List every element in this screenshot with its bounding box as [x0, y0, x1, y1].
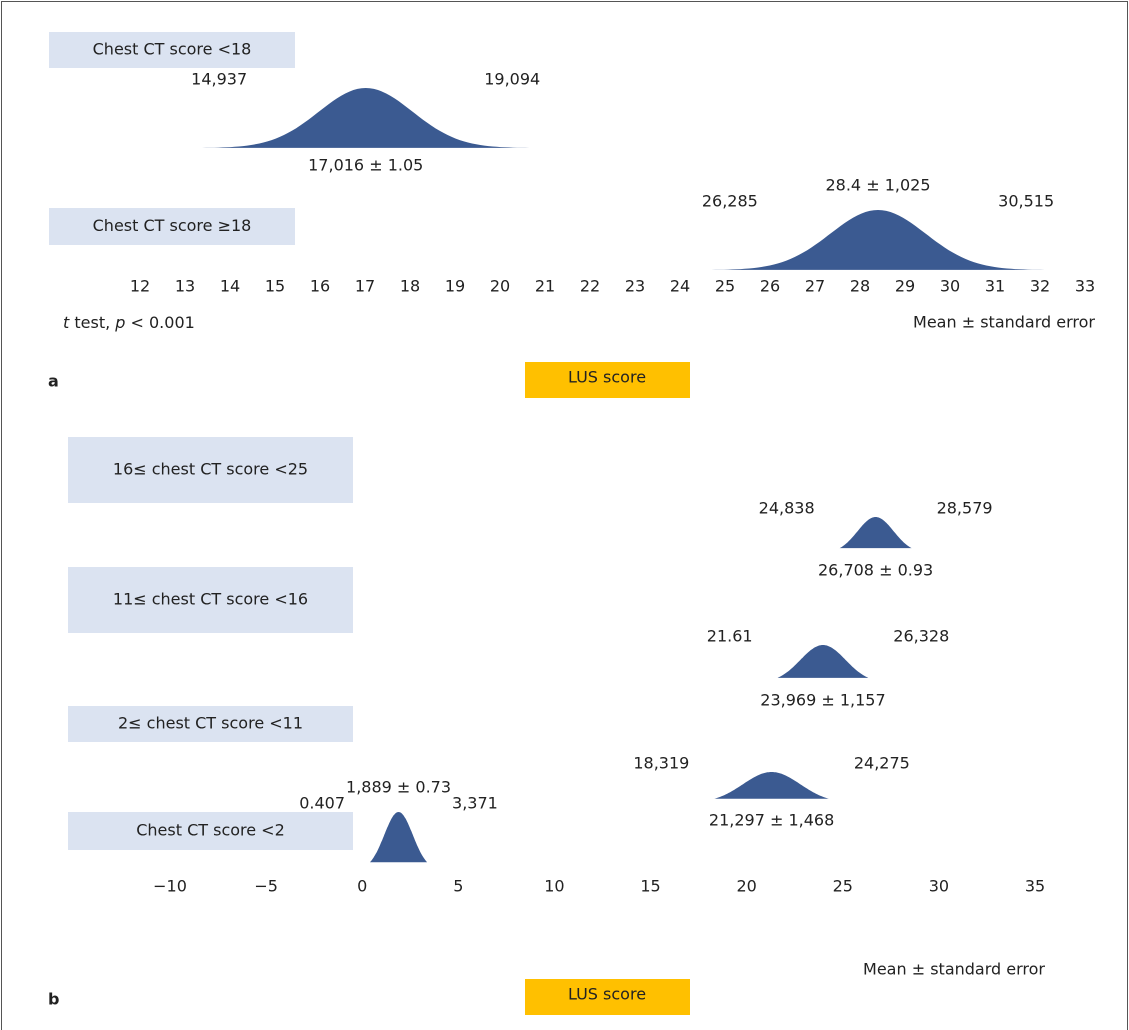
upper-label: 24,275: [854, 754, 910, 773]
x-tick-label: 14: [220, 277, 240, 296]
density-curve: [370, 812, 427, 863]
mean-label: 17,016 ± 1.05: [308, 156, 423, 175]
x-tick-label: 16: [310, 277, 330, 296]
x-tick-label: 33: [1075, 277, 1095, 296]
x-tick-label: 17: [355, 277, 375, 296]
group-label: Chest CT score <18: [93, 40, 252, 59]
x-tick-label: 26: [760, 277, 780, 296]
density-curve: [714, 772, 829, 799]
x-tick-label: 20: [736, 877, 756, 896]
x-tick-label: 28: [850, 277, 870, 296]
upper-label: 26,328: [893, 627, 949, 646]
group-box: [68, 812, 353, 850]
group-box: [49, 32, 295, 68]
density-curve: [711, 210, 1045, 270]
lower-label: 24,838: [759, 499, 815, 518]
x-tick-label: 5: [453, 877, 463, 896]
x-tick-label: 19: [445, 277, 465, 296]
x-tick-label: 24: [670, 277, 690, 296]
test-note-part: p: [114, 313, 125, 332]
mean-label: 21,297 ± 1,468: [709, 811, 834, 830]
panel-letter: b: [48, 990, 59, 1009]
note: Mean ± standard error: [913, 313, 1095, 332]
group-label: Chest CT score ≥18: [93, 216, 252, 235]
x-tick-label: 20: [490, 277, 510, 296]
mean-label: 28.4 ± 1,025: [825, 176, 930, 195]
group-box: [68, 567, 353, 633]
test-note-part: test,: [69, 313, 115, 332]
x-tick-label: 35: [1025, 877, 1045, 896]
test-note-part: < 0.001: [125, 313, 194, 332]
lower-label: 0.407: [299, 794, 345, 813]
x-tick-label: 25: [715, 277, 735, 296]
density-curve: [777, 645, 869, 678]
x-tick-label: 22: [580, 277, 600, 296]
group-label: 2≤ chest CT score <11: [118, 714, 303, 733]
upper-label: 3,371: [452, 794, 498, 813]
axis-label-box: [525, 362, 690, 398]
lower-label: 26,285: [702, 192, 758, 211]
x-tick-label: 29: [895, 277, 915, 296]
lower-label: 18,319: [633, 754, 689, 773]
group-box: [68, 706, 353, 742]
upper-label: 28,579: [937, 499, 993, 518]
test-note: t test, p < 0.001: [63, 313, 195, 332]
mean-label: 23,969 ± 1,157: [760, 691, 885, 710]
axis-label: LUS score: [568, 985, 646, 1004]
axis-label: LUS score: [568, 368, 646, 387]
x-tick-label: 0: [357, 877, 367, 896]
x-tick-label: 23: [625, 277, 645, 296]
group-label: 16≤ chest CT score <25: [113, 460, 308, 479]
upper-label: 19,094: [484, 70, 540, 89]
panel-letter: a: [48, 372, 59, 391]
group-box: [49, 208, 295, 245]
mean-label: 26,708 ± 0.93: [818, 561, 933, 580]
upper-label: 30,515: [998, 192, 1054, 211]
x-tick-label: 18: [400, 277, 420, 296]
x-tick-label: 27: [805, 277, 825, 296]
x-tick-label: 31: [985, 277, 1005, 296]
x-tick-label: 32: [1030, 277, 1050, 296]
lower-label: 14,937: [191, 70, 247, 89]
x-tick-label: 30: [940, 277, 960, 296]
x-tick-label: 30: [929, 877, 949, 896]
note: Mean ± standard error: [863, 960, 1045, 979]
x-tick-label: 10: [544, 877, 564, 896]
x-tick-label: 13: [175, 277, 195, 296]
density-curve: [202, 88, 530, 148]
density-curve: [839, 517, 912, 549]
x-tick-label: 15: [640, 877, 660, 896]
x-tick-label: 15: [265, 277, 285, 296]
mean-label: 1,889 ± 0.73: [346, 778, 451, 797]
x-tick-label: 21: [535, 277, 555, 296]
x-tick-label: 25: [833, 877, 853, 896]
group-box: [68, 437, 353, 503]
group-label: 11≤ chest CT score <16: [113, 590, 308, 609]
x-tick-label: −10: [153, 877, 187, 896]
axis-label-box: [525, 979, 690, 1015]
x-tick-label: 12: [130, 277, 150, 296]
group-label: Chest CT score <2: [136, 821, 285, 840]
x-tick-label: −5: [254, 877, 278, 896]
test-note-part: t: [63, 313, 70, 332]
lower-label: 21.61: [707, 627, 753, 646]
